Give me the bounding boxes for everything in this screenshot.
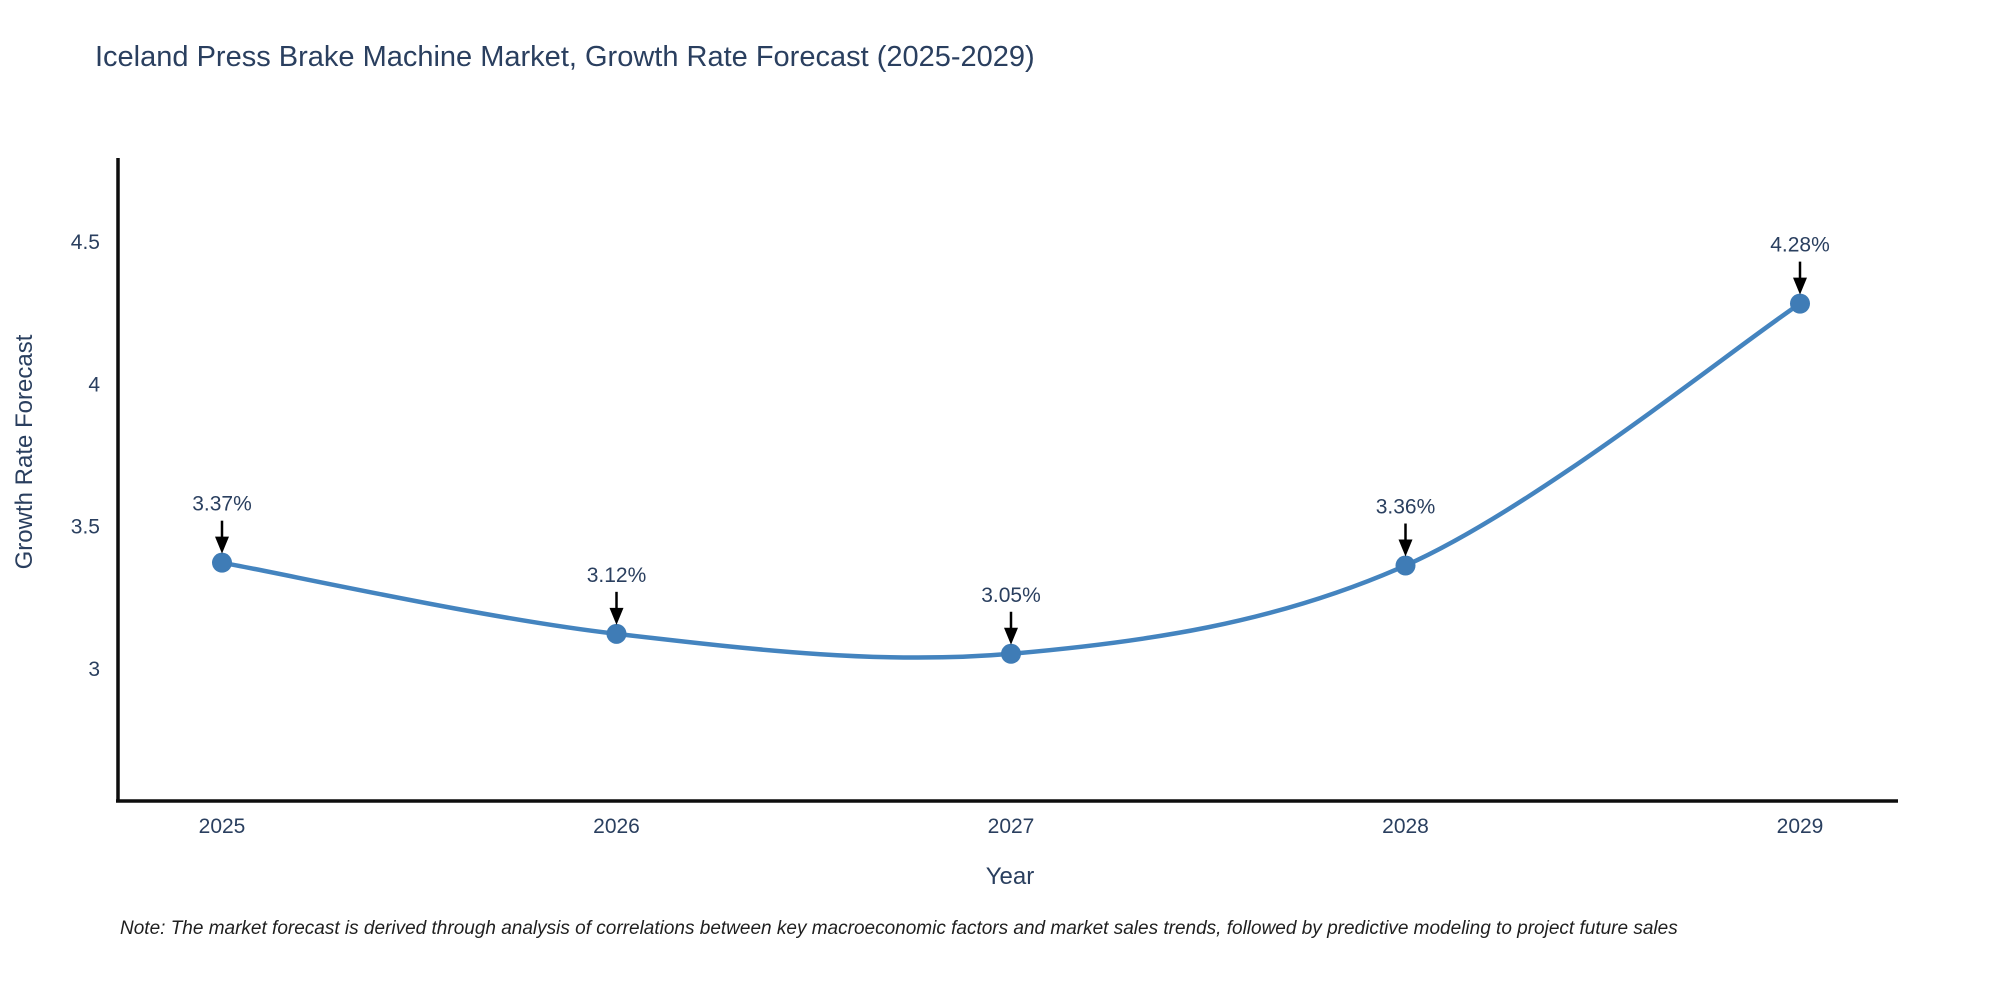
point-value-label: 3.37%	[192, 493, 252, 516]
y-tick-label: 4	[88, 373, 100, 396]
chart-title: Iceland Press Brake Machine Market, Grow…	[95, 41, 1035, 73]
data-point-marker[interactable]	[1001, 643, 1021, 664]
annotation-arrow-head	[1004, 627, 1018, 645]
annotation-arrow-head	[1793, 277, 1807, 295]
data-point-marker[interactable]	[212, 552, 232, 573]
annotation-arrow-head	[609, 607, 624, 625]
x-tick-label: 2028	[1382, 815, 1429, 838]
footnote: Note: The market forecast is derived thr…	[120, 918, 1678, 939]
data-point-markers	[212, 293, 1810, 664]
point-value-label: 3.05%	[981, 584, 1041, 607]
x-tick-label: 2029	[1777, 815, 1824, 838]
point-annotations: 3.37% 3.12% 3.05% 3.36% 4.28%	[192, 234, 1830, 645]
point-value-label: 3.36%	[1376, 496, 1436, 519]
x-tick-label: 2025	[199, 815, 246, 838]
point-value-label: 4.28%	[1770, 234, 1830, 257]
data-point-marker[interactable]	[606, 623, 627, 644]
y-axis-ticks: 3 3.5 4 4.5	[71, 231, 101, 681]
x-tick-label: 2026	[593, 815, 640, 838]
data-point-marker[interactable]	[1790, 293, 1810, 314]
y-axis-title: Growth Rate Forecast	[11, 334, 38, 569]
y-tick-label: 3.5	[71, 516, 100, 539]
y-tick-label: 3	[88, 658, 100, 681]
point-value-label: 3.12%	[587, 564, 647, 587]
annotation-arrow-head	[1398, 539, 1413, 557]
x-tick-label: 2027	[988, 815, 1035, 838]
y-tick-label: 4.5	[71, 231, 100, 254]
annotation-arrow-head	[215, 536, 229, 554]
x-axis-title: Year	[986, 863, 1035, 890]
x-axis-ticks: 2025 2026 2027 2028 2029	[199, 815, 1824, 838]
data-point-marker[interactable]	[1395, 555, 1416, 576]
